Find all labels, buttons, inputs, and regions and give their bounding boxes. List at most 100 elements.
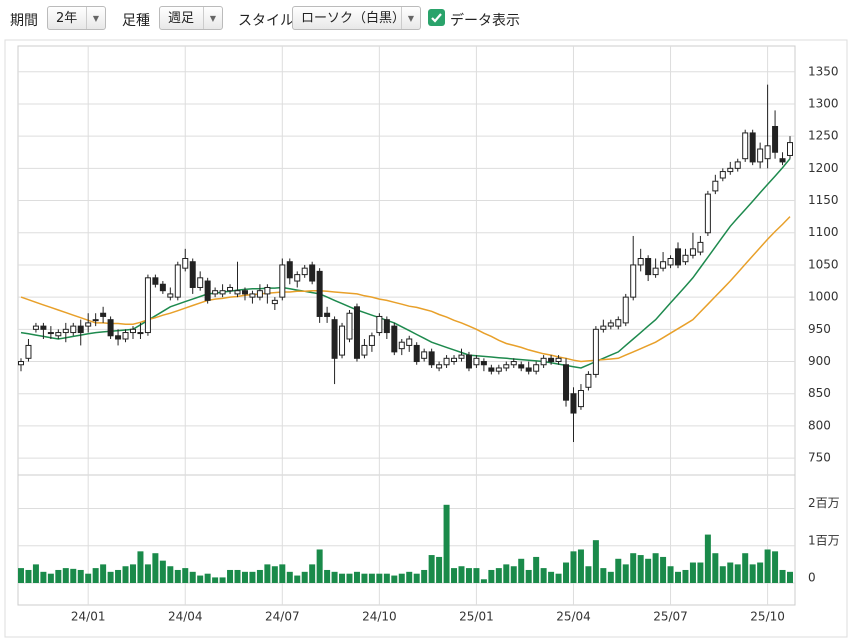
volume-bar xyxy=(85,573,92,583)
candle-body xyxy=(675,248,682,266)
candle-body xyxy=(129,328,136,334)
volume-bar xyxy=(757,562,764,583)
candle-body xyxy=(264,286,271,295)
candle-body xyxy=(563,364,570,401)
candle-body xyxy=(144,277,151,334)
volume-bar xyxy=(249,571,256,583)
volume-bar xyxy=(47,573,54,583)
volume-bar xyxy=(309,564,316,583)
volume-bar xyxy=(540,568,547,583)
candle-body xyxy=(324,312,331,317)
volume-bar xyxy=(25,569,32,583)
candle-body xyxy=(25,344,32,359)
volume-bar xyxy=(159,560,166,583)
volume-bar xyxy=(234,569,241,583)
volume-bar xyxy=(749,564,756,583)
candle-body xyxy=(353,306,360,359)
candle-body xyxy=(689,248,696,256)
candle-body xyxy=(301,267,308,276)
y-tick-label: 900 xyxy=(808,354,831,368)
y-tick-label: 750 xyxy=(808,451,831,465)
candle-body xyxy=(339,325,346,356)
candle-body xyxy=(294,274,301,282)
candle-body xyxy=(428,351,435,366)
volume-bar xyxy=(607,571,614,583)
candle-body xyxy=(391,325,398,353)
candle-body xyxy=(316,270,323,317)
y-tick-label: 1200 xyxy=(808,161,839,175)
x-tick-label: 25/07 xyxy=(653,610,688,624)
candle-body xyxy=(167,293,174,298)
candle-body xyxy=(742,132,749,160)
candle-body xyxy=(607,322,614,327)
y-tick-label: 1100 xyxy=(808,225,839,239)
volume-bar xyxy=(630,553,637,583)
volume-bar xyxy=(324,569,331,583)
candle-body xyxy=(189,261,196,288)
candle-body xyxy=(174,264,181,298)
volume-bar xyxy=(204,573,211,583)
candle-body xyxy=(227,286,234,292)
candle-body xyxy=(197,277,204,288)
volume-bar xyxy=(129,564,136,583)
data-display-checkbox[interactable] xyxy=(428,9,445,26)
volume-bar xyxy=(555,573,562,583)
style-select[interactable]: ローソク（白黒） ▼ xyxy=(292,6,421,30)
dropdown-arrow: ▼ xyxy=(203,7,222,29)
volume-bar xyxy=(122,566,129,583)
candle-body xyxy=(286,261,293,279)
candle-body xyxy=(279,264,286,298)
chart-frame xyxy=(4,39,848,638)
plot-frame xyxy=(17,45,796,606)
volume-tick-label: 0 xyxy=(808,571,816,585)
volume-bar xyxy=(734,564,741,583)
volume-bar xyxy=(383,573,390,583)
moving-average-line xyxy=(20,216,791,363)
y-tick-label: 1050 xyxy=(808,257,839,271)
volume-bar xyxy=(182,568,189,583)
volume-bar xyxy=(779,569,786,583)
volume-bar xyxy=(189,571,196,583)
volume-bar xyxy=(32,564,39,583)
y-tick-label: 850 xyxy=(808,386,831,400)
y-tick-label: 1000 xyxy=(808,290,839,304)
candle-body xyxy=(525,367,532,372)
candle-body xyxy=(398,341,405,350)
volume-bar xyxy=(115,569,122,583)
volume-bar xyxy=(294,575,301,583)
candle-body xyxy=(421,351,428,359)
candle-body xyxy=(697,241,704,253)
period-select[interactable]: 2年 ▼ xyxy=(47,6,106,30)
x-tick-label: 24/10 xyxy=(362,610,397,624)
volume-bar xyxy=(406,571,413,583)
candle-body xyxy=(757,148,764,163)
volume-bar xyxy=(518,558,525,583)
candle-body xyxy=(55,332,62,337)
candle-body xyxy=(533,364,540,372)
candle-body xyxy=(488,367,495,372)
candle-body xyxy=(779,158,786,163)
candle-body xyxy=(600,325,607,330)
volume-bar xyxy=(645,558,652,583)
volume-bar xyxy=(339,573,346,583)
candle-body xyxy=(137,332,144,335)
candle-body xyxy=(122,332,129,340)
candle-body xyxy=(18,361,24,366)
x-tick-label: 25/01 xyxy=(459,610,494,624)
volume-bar xyxy=(622,564,629,583)
volume-bar xyxy=(55,569,62,583)
candle-body xyxy=(555,357,562,363)
candle-body xyxy=(204,280,211,301)
toolbar: 期間 2年 ▼ 足種 週足 ▼ スタイル ローソク（白黒） ▼ データ表示 xyxy=(0,0,853,38)
candle-body xyxy=(443,357,450,366)
bar-type-select[interactable]: 週足 ▼ xyxy=(159,6,223,30)
volume-bar xyxy=(241,571,248,583)
candle-body xyxy=(764,145,771,160)
candle-body xyxy=(615,319,622,327)
candle-body xyxy=(630,264,637,298)
candle-body xyxy=(331,319,338,359)
x-tick-label: 25/04 xyxy=(556,610,591,624)
volume-bar xyxy=(652,553,659,583)
volume-bar xyxy=(70,568,77,583)
candle-body xyxy=(234,290,241,295)
